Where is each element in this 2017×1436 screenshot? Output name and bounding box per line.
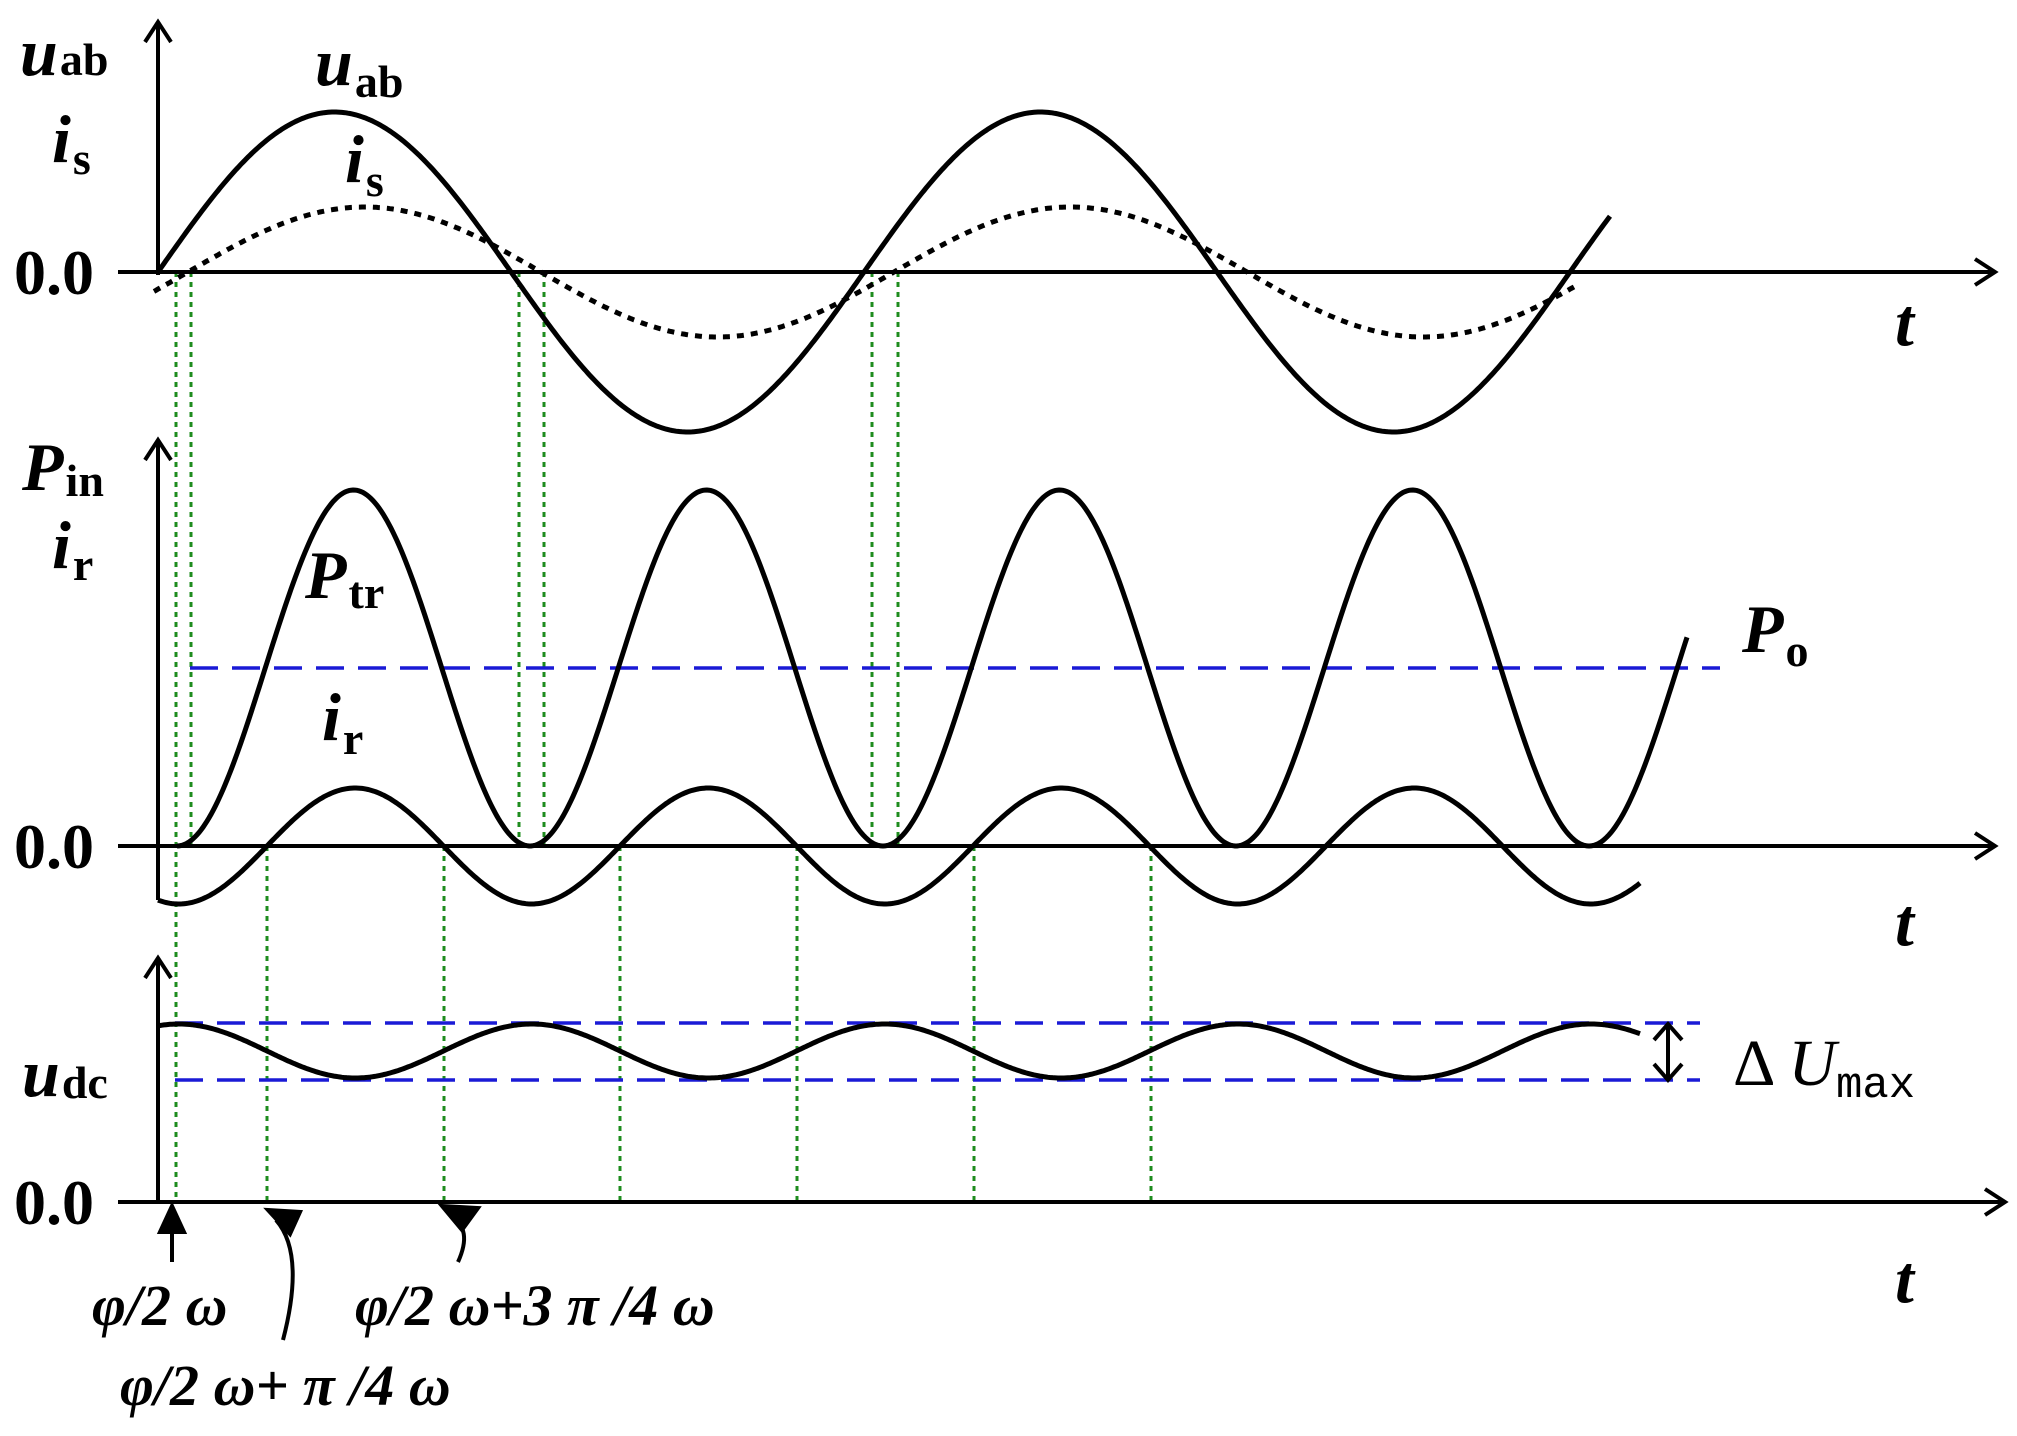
annotation-phi-2w: φ/2 ω (92, 1273, 227, 1338)
is-curve-label: is (345, 121, 384, 206)
ann2-arrow-head (263, 1207, 304, 1238)
ptr-curve (176, 487, 1690, 849)
panel1-y-label-i: is (52, 101, 91, 184)
labels: uab is uab is Pin ir Ptr ir Po udc Δ Uma… (14, 14, 1916, 1418)
ann1-arrow-head (156, 1201, 188, 1234)
ann3-arrow-head (437, 1203, 482, 1234)
axes (118, 18, 2009, 1217)
panel3-zero-label: 0.0 (14, 1167, 94, 1238)
ir-curve-label: ir (322, 679, 363, 764)
annotation-phi-2w-plus-3pi-4w: φ/2 ω+3 π /4 ω (355, 1273, 715, 1338)
is-curve (152, 204, 1582, 340)
uab-curve (155, 109, 1613, 435)
panel2-y-label-p: Pin (21, 429, 104, 506)
curves (152, 109, 1690, 1081)
panel3-t-label: t (1895, 1241, 1916, 1317)
delta-u-arrow (1652, 1020, 1684, 1084)
panel1-y-arrow (143, 18, 173, 44)
panel3-y-arrow (143, 954, 173, 980)
panel2-t-label: t (1895, 884, 1916, 960)
panel2-y-arrow (143, 436, 173, 462)
uab-curve-label: uab (315, 24, 403, 107)
reference-lines (175, 666, 1720, 1082)
panel2-zero-label: 0.0 (14, 811, 94, 882)
ptr-curve-label: Ptr (304, 537, 384, 618)
annotation-phi-2w-plus-pi-4w: φ/2 ω+ π /4 ω (120, 1353, 451, 1418)
panel3-y-label-u: udc (22, 1035, 108, 1111)
panel1-x-arrow (1973, 257, 1999, 287)
po-label: Po (1741, 591, 1809, 676)
panel1-zero-label: 0.0 (14, 237, 94, 308)
ann2-arrow-shaft (274, 1218, 295, 1341)
panel3-x-arrow (1983, 1187, 2009, 1217)
udc-curve (157, 1021, 1641, 1081)
panel2-x-arrow (1973, 831, 1999, 861)
ir-curve (157, 785, 1642, 907)
panel1-t-label: t (1895, 284, 1916, 360)
annotation-arrows (156, 1201, 482, 1341)
panel2-y-label-i: ir (52, 507, 93, 590)
delta-u-max-label: Δ Umax (1733, 1027, 1915, 1111)
panel1-y-label-u: uab (20, 14, 108, 90)
marker-lines (174, 272, 1153, 1202)
